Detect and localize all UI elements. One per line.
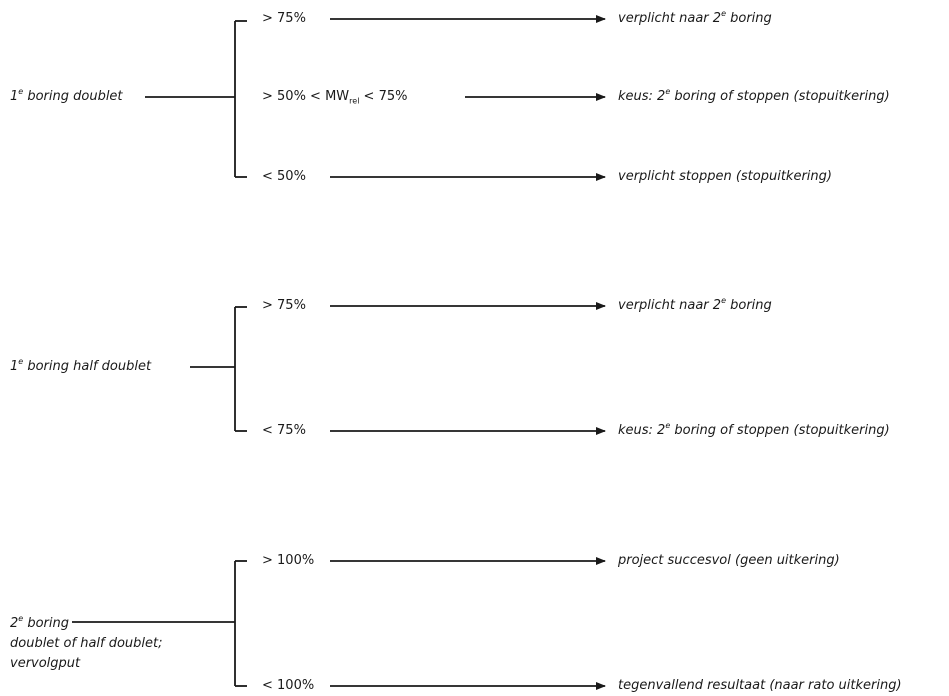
source-label-3-line2: doublet of half doublet;: [10, 636, 163, 651]
condition-1-top: > 75%: [262, 11, 306, 26]
condition-1-mid: > 50% < MWrel < 75%: [262, 89, 408, 106]
outcome-2-top: verplicht naar 2e boring: [618, 295, 772, 313]
source-label-3-line1: 2e boring: [10, 613, 69, 631]
condition-3-top: > 100%: [262, 553, 315, 568]
outcome-3-top: project succesvol (geen uitkering): [618, 553, 840, 568]
source-label-2: 1e boring half doublet: [10, 356, 152, 374]
condition-3-bot: < 100%: [262, 678, 315, 693]
outcome-2-bot: keus: 2e boring of stoppen (stopuitkerin…: [618, 420, 890, 438]
condition-1-bot: < 50%: [262, 169, 306, 184]
condition-2-top: > 75%: [262, 298, 306, 313]
source-label-1: 1e boring doublet: [10, 86, 123, 104]
outcome-1-bot: verplicht stoppen (stopuitkering): [618, 169, 832, 184]
outcome-1-top: verplicht naar 2e boring: [618, 8, 772, 26]
outcome-3-bot: tegenvallend resultaat (naar rato uitker…: [618, 678, 902, 693]
condition-2-bot: < 75%: [262, 423, 306, 438]
outcome-1-mid: keus: 2e boring of stoppen (stopuitkerin…: [618, 86, 890, 104]
source-label-3-line3: vervolgput: [10, 656, 81, 671]
